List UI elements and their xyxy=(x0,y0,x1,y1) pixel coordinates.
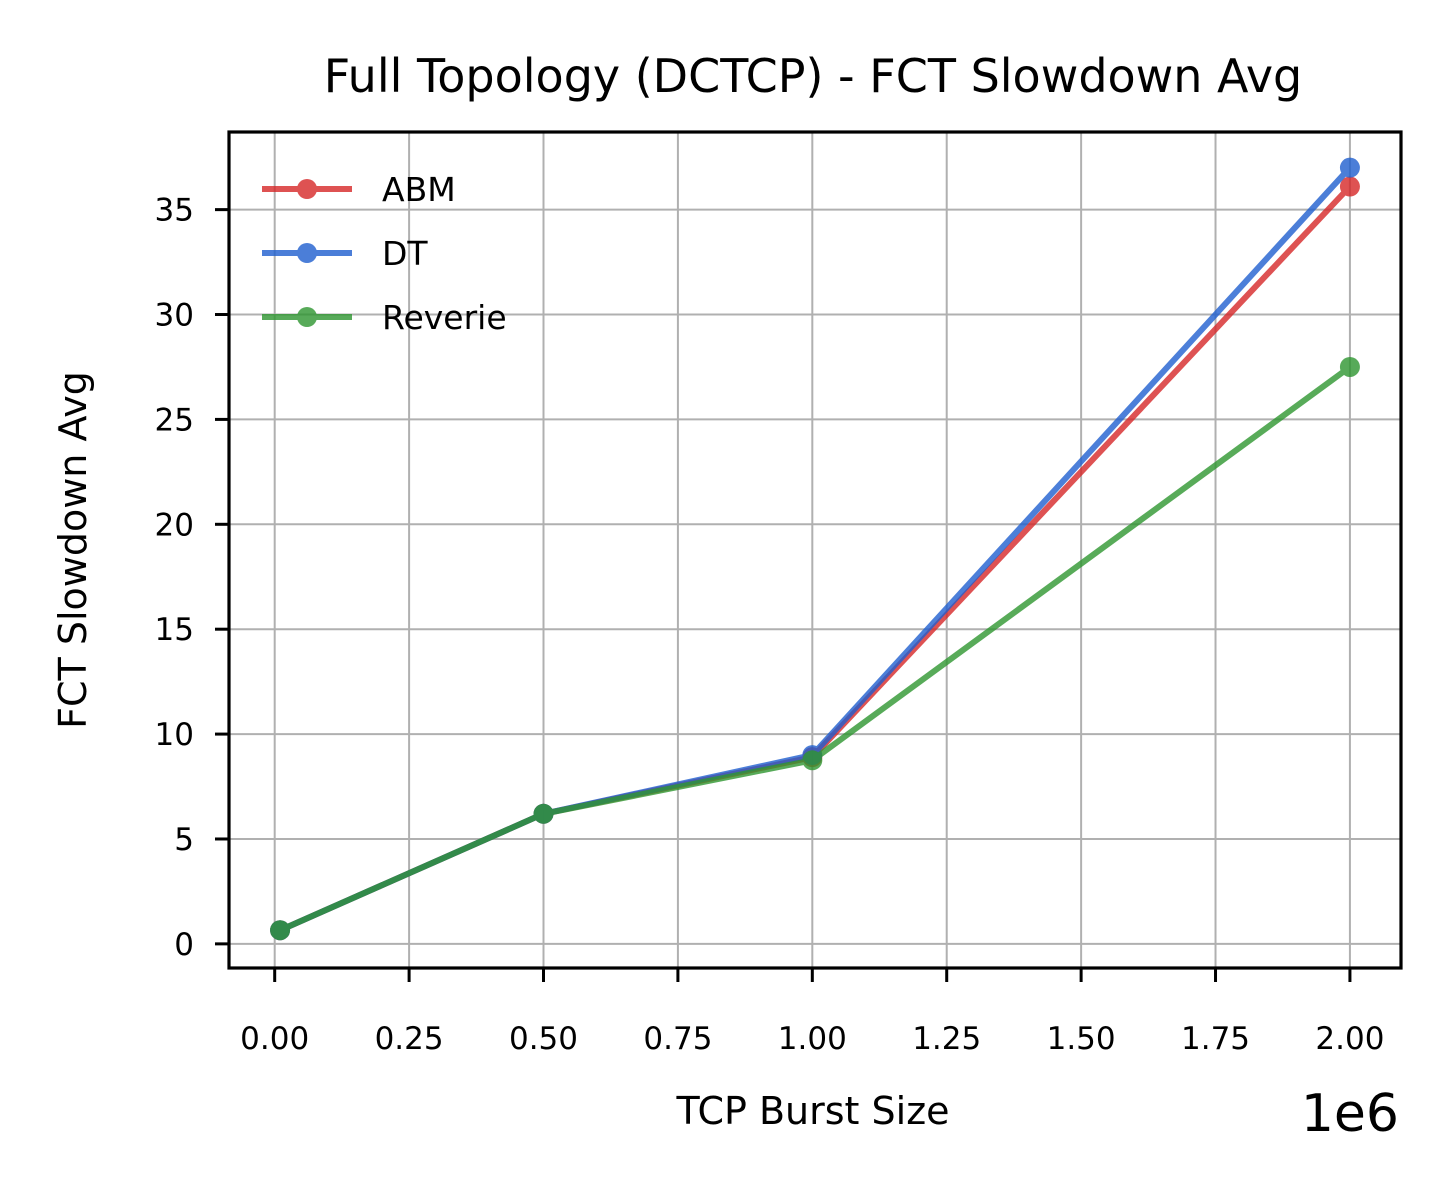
x-tick-label: 1.75 xyxy=(1181,1021,1250,1057)
grid xyxy=(229,132,1401,968)
legend-dot xyxy=(297,307,317,327)
legend-item: Reverie xyxy=(262,298,507,337)
legend-label: DT xyxy=(382,234,428,273)
data-point xyxy=(533,803,554,824)
x-tick-label: 0.75 xyxy=(643,1021,712,1057)
series-dt xyxy=(270,157,1360,941)
y-tick-label: 30 xyxy=(155,298,194,334)
x-tick-label: 0.50 xyxy=(509,1021,578,1057)
plot-frame xyxy=(227,130,1403,970)
series-layer xyxy=(270,157,1360,941)
y-tick-label: 15 xyxy=(155,612,194,648)
legend-item: DT xyxy=(262,234,428,273)
data-point xyxy=(1339,176,1360,197)
x-tick-label: 1.25 xyxy=(912,1021,981,1057)
legend-label: ABM xyxy=(382,170,456,209)
legend-marker xyxy=(262,307,352,327)
x-tick-label: 1.50 xyxy=(1047,1021,1116,1057)
legend-marker xyxy=(262,243,352,263)
data-point xyxy=(1339,356,1360,377)
y-tick-label: 10 xyxy=(155,717,194,753)
legend-label: Reverie xyxy=(382,298,507,337)
y-tick-label: 5 xyxy=(174,822,194,858)
x-axis-label: TCP Burst Size xyxy=(675,1089,949,1133)
data-point xyxy=(270,920,291,941)
x-tick-label: 1.00 xyxy=(778,1021,847,1057)
chart-title: Full Topology (DCTCP) - FCT Slowdown Avg xyxy=(324,49,1303,103)
legend-item: ABM xyxy=(262,170,456,209)
legend-dot xyxy=(297,179,317,199)
x-tick-label: 0.25 xyxy=(375,1021,444,1057)
y-tick-label: 0 xyxy=(174,927,194,963)
ticks: 0.00 0.25 0.50 0.75 1.00 1.25 1.50 1.75 2.00 0 5 10… xyxy=(155,193,1385,1057)
series-line xyxy=(278,165,1353,933)
series-abm xyxy=(270,176,1360,941)
legend-marker xyxy=(262,179,352,199)
y-axis-label: FCT Slowdown Avg xyxy=(51,371,95,729)
x-tick-label: 2.00 xyxy=(1315,1021,1384,1057)
y-tick-label: 35 xyxy=(155,193,194,229)
series-reverie xyxy=(270,356,1360,941)
x-axis-offset-label: 1e6 xyxy=(1301,1084,1399,1144)
legend-dot xyxy=(297,243,317,263)
data-point xyxy=(1339,157,1360,178)
y-tick-label: 20 xyxy=(155,507,194,543)
series-line xyxy=(278,364,1352,933)
x-tick-label: 0.00 xyxy=(240,1021,309,1057)
y-tick-label: 25 xyxy=(155,402,194,438)
legend: ABM DT Reverie xyxy=(262,170,507,337)
data-point xyxy=(802,750,823,771)
